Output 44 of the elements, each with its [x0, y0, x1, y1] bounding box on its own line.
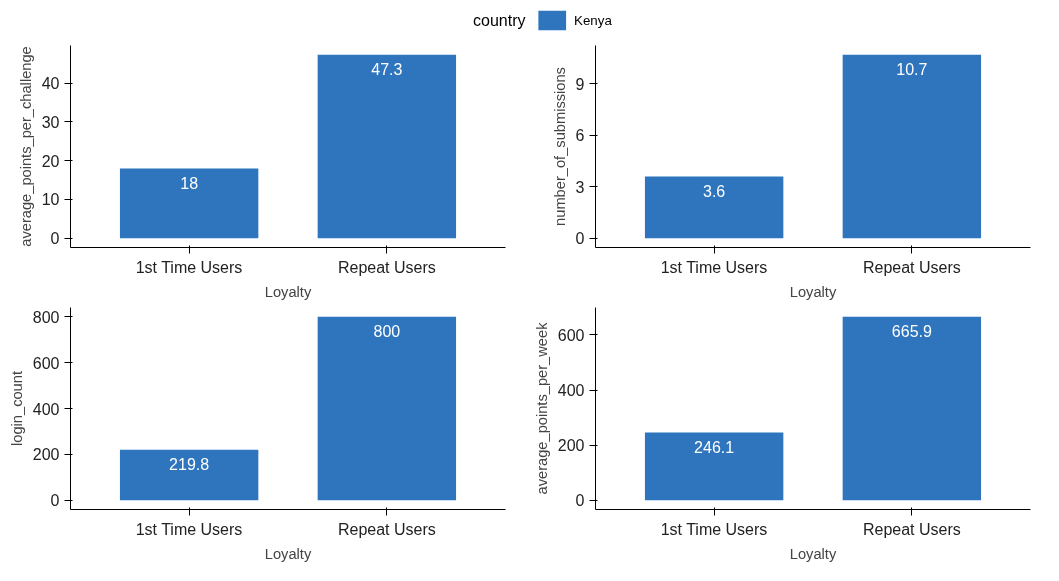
x-tick-label: Repeat Users	[337, 258, 436, 276]
y-tick-label: 800	[32, 308, 60, 326]
y-tick-label: 400	[557, 382, 585, 400]
x-tick-label: 1st Time Users	[660, 258, 768, 276]
data-label: 3.6	[703, 182, 726, 200]
y-tick-label: 600	[32, 354, 60, 372]
y-tick-label: 30	[41, 113, 60, 131]
x-tick-label: 1st Time Users	[135, 520, 243, 538]
y-tick-label: 6	[575, 127, 585, 145]
y-axis-title: average_points_per_challenge	[17, 46, 34, 247]
y-axis-title: average_points_per_week	[533, 321, 550, 495]
y-tick-label: 0	[50, 230, 60, 248]
y-tick-label: 0	[50, 492, 60, 510]
y-tick-label: 0	[575, 492, 585, 510]
y-axis-title: login_count	[8, 371, 25, 446]
data-label: 18	[180, 174, 199, 192]
x-tick-label: 1st Time Users	[660, 520, 768, 538]
y-tick-label: 600	[557, 326, 585, 344]
data-label: 665.9	[891, 322, 932, 340]
data-label: 219.8	[169, 455, 210, 473]
data-label: 10.7	[896, 60, 928, 78]
legend-label: Kenya	[574, 13, 613, 28]
y-tick-label: 40	[41, 75, 60, 93]
x-axis-title: Loyalty	[789, 545, 837, 562]
y-tick-label: 200	[32, 446, 60, 464]
y-tick-label: 200	[557, 437, 585, 455]
y-tick-label: 400	[32, 400, 60, 418]
y-tick-label: 10	[41, 191, 60, 209]
data-label: 246.1	[694, 438, 735, 456]
x-tick-label: Repeat Users	[337, 520, 436, 538]
x-tick-label: 1st Time Users	[135, 258, 243, 276]
legend-title: country	[473, 12, 526, 29]
y-tick-label: 0	[575, 230, 585, 248]
data-label: 47.3	[371, 60, 403, 78]
y-tick-label: 20	[41, 152, 60, 170]
x-tick-label: Repeat Users	[862, 258, 961, 276]
y-tick-label: 3	[575, 178, 585, 196]
y-axis-title: number_of_submissions	[551, 67, 568, 226]
x-axis-title: Loyalty	[264, 545, 312, 562]
x-axis-title: Loyalty	[789, 283, 837, 300]
data-label: 800	[373, 322, 401, 340]
x-axis-title: Loyalty	[264, 283, 312, 300]
y-tick-label: 9	[575, 75, 585, 93]
x-tick-label: Repeat Users	[862, 520, 961, 538]
